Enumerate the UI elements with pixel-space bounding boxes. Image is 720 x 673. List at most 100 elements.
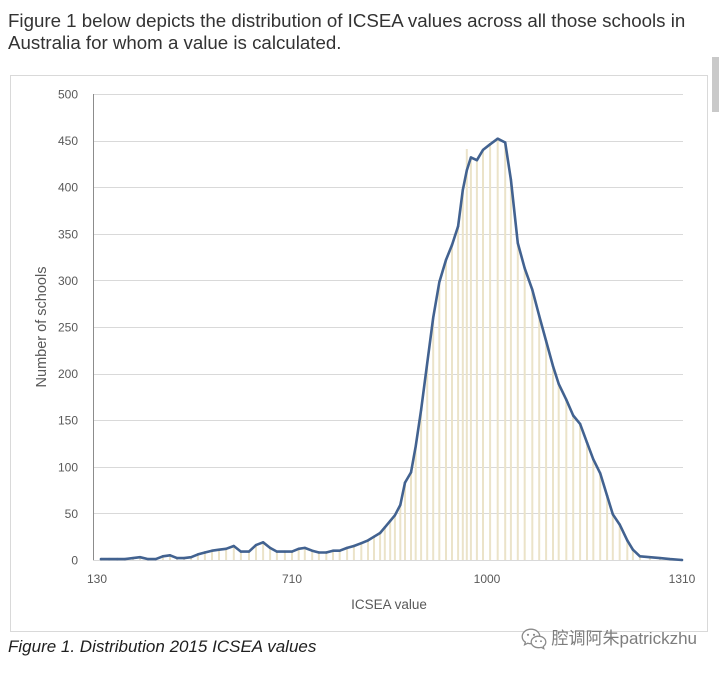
x-tick-label: 710 [282, 572, 302, 586]
y-tick-label: 100 [58, 460, 78, 474]
histogram-bar [565, 399, 568, 560]
wechat-icon [521, 628, 547, 650]
data-point [516, 241, 519, 245]
data-point [626, 539, 629, 542]
histogram-bar [161, 556, 164, 560]
y-tick-labels: 0 50 100 150 200 250 300 350 400 450 500 [58, 88, 78, 568]
histogram-bar [297, 548, 300, 560]
data-point [509, 178, 513, 181]
wechat-icon-eye [534, 640, 537, 643]
data-point [544, 339, 548, 343]
data-point [605, 494, 609, 497]
data-point [399, 503, 402, 507]
histogram-bar [311, 550, 314, 560]
data-point [469, 156, 473, 159]
histogram-bar [552, 366, 554, 560]
scrollbar-thumb[interactable] [712, 57, 719, 112]
histogram-bar [410, 472, 412, 560]
x-axis-label: ICSEA value [351, 597, 427, 612]
data-point [531, 288, 534, 291]
histogram-bar [332, 550, 334, 560]
histogram-bar [338, 550, 341, 560]
histogram-bar [509, 179, 512, 560]
histogram-bar [611, 514, 614, 560]
intro-paragraph: Figure 1 below depicts the distribution … [8, 10, 686, 53]
histogram-bar [360, 543, 363, 560]
data-point [504, 141, 507, 144]
y-tick-label: 0 [71, 554, 78, 568]
data-point [383, 526, 386, 529]
watermark: 腔调阿朱patrickzhu [521, 628, 697, 650]
histogram-bar [426, 363, 429, 560]
data-point [317, 551, 321, 554]
watermark-text: 腔调阿朱patrickzhu [551, 629, 697, 648]
data-point [618, 523, 621, 526]
histogram-bar [592, 459, 595, 560]
histogram-bar [393, 515, 396, 560]
data-point [138, 556, 142, 559]
data-point [297, 547, 300, 550]
histogram-bar [379, 533, 382, 560]
chart-frame [10, 75, 708, 632]
histogram-bar [399, 505, 402, 560]
histogram-bar [373, 536, 375, 560]
data-point [389, 519, 392, 523]
data-point [450, 243, 454, 247]
histogram-bar [190, 557, 193, 560]
data-point [432, 316, 435, 319]
histogram-bar [404, 482, 406, 560]
data-point [210, 549, 214, 552]
histogram-bar [465, 149, 468, 560]
histogram-bar [438, 282, 441, 560]
y-tick-label: 450 [58, 134, 78, 148]
wechat-icon-eye [532, 633, 535, 636]
data-point [131, 556, 135, 560]
data-point [268, 546, 272, 550]
gridlines [93, 94, 683, 561]
data-point [419, 408, 423, 412]
data-point [345, 546, 349, 550]
histogram-bar [579, 423, 582, 560]
data-point [360, 542, 363, 545]
histogram-bar [169, 555, 171, 560]
data-point [523, 267, 526, 270]
histogram-bar [457, 226, 460, 561]
data-point [283, 550, 287, 553]
data-point [599, 472, 602, 475]
data-point [658, 556, 662, 560]
data-point [161, 555, 165, 558]
data-point [496, 137, 499, 140]
data-point [366, 539, 370, 542]
data-point [444, 258, 448, 262]
data-point [217, 548, 221, 551]
data-point [378, 531, 382, 535]
histogram-bar [586, 442, 588, 560]
data-point [488, 143, 492, 146]
histogram-bar [232, 546, 235, 560]
histogram-bar [420, 409, 423, 560]
y-axis-label: Number of schools [34, 267, 50, 388]
data-point [668, 557, 672, 561]
histogram-bar [504, 142, 507, 560]
data-point [631, 548, 635, 551]
data-point [154, 557, 157, 561]
histogram-bar [489, 144, 492, 561]
histogram-bar [291, 551, 293, 560]
data-point [254, 543, 258, 547]
histogram-bars [100, 138, 671, 561]
x-tick-label: 1000 [474, 572, 501, 586]
data-point [146, 557, 150, 561]
data-point [232, 544, 235, 548]
histogram-bar [475, 160, 478, 560]
histogram-bar [618, 524, 621, 560]
histogram-bar [516, 243, 519, 560]
histogram-bar [638, 556, 641, 560]
data-point [456, 225, 460, 228]
histogram-bar [469, 157, 472, 560]
histogram-bar [283, 551, 286, 560]
data-point [538, 314, 541, 317]
wechat-icon-small-bubble [530, 635, 546, 650]
y-tick-label: 150 [58, 414, 78, 428]
series-line [99, 137, 684, 562]
data-point [123, 557, 127, 561]
